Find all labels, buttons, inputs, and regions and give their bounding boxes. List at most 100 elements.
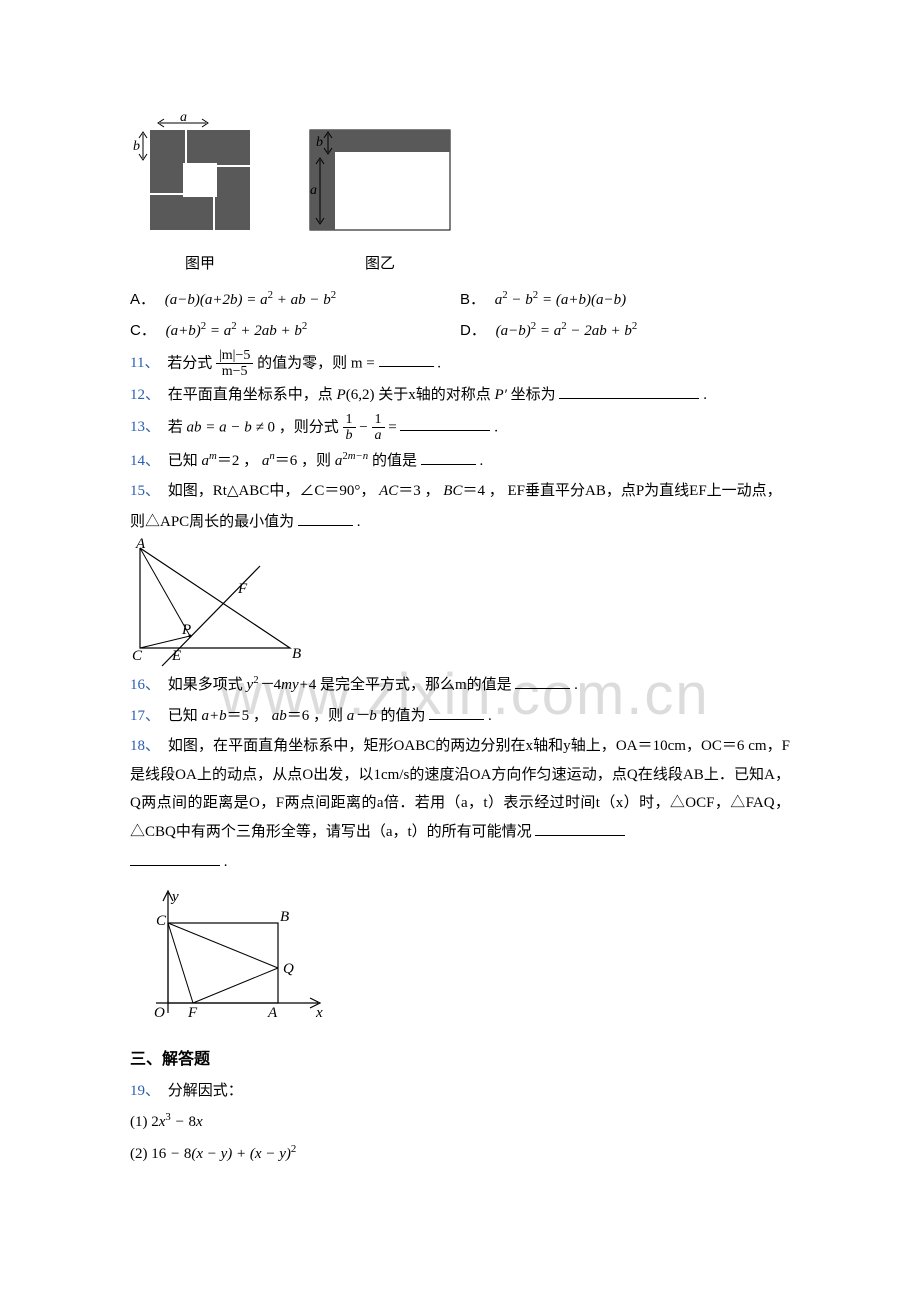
q13-eq: ab = a − b ≠ 0	[187, 419, 275, 435]
q14-p1: am＝2	[202, 453, 240, 469]
q15-tail: .	[357, 514, 361, 530]
q15-blank	[298, 509, 353, 526]
opt-d-math: (a−b)2 = a2 − 2ab + b2	[496, 323, 638, 339]
q11-post: 的值为零，则 m =	[257, 355, 378, 371]
opt-c-label: C．	[130, 322, 156, 339]
q13-frac1: 1 b	[343, 412, 356, 444]
diagram-jia-svg: a b	[130, 110, 270, 250]
q11-frac: |m|−5 m−5	[216, 348, 253, 380]
q13-f1n: 1	[343, 412, 356, 428]
q12: 12、 在平面直角坐标系中，点 P(6,2) 关于x轴的对称点 P′ 坐标为 .	[130, 381, 790, 410]
q18-num: 18、	[130, 738, 160, 754]
q14-p2: an＝6	[262, 453, 297, 469]
q15-l1a: 如图，Rt△ABC中，∠C＝90°，	[168, 483, 376, 499]
q16-expr: y2－4my+4	[247, 677, 317, 693]
q12-num: 12、	[130, 387, 160, 403]
q18b: .	[130, 848, 790, 877]
q15: 15、 如图，Rt△ABC中，∠C＝90°， AC＝3 ， BC＝4 ， EF垂…	[130, 477, 790, 506]
svg-text:F: F	[237, 581, 248, 597]
opt-a-label: A．	[130, 291, 155, 308]
q13-t3: =	[388, 419, 400, 435]
q13-f2d: a	[372, 428, 385, 443]
svg-text:x: x	[315, 1005, 323, 1021]
svg-text:A: A	[267, 1005, 278, 1021]
svg-text:B: B	[292, 646, 301, 662]
svg-text:B: B	[280, 909, 289, 925]
svg-text:E: E	[171, 648, 181, 664]
q16-num: 16、	[130, 677, 160, 693]
svg-text:C: C	[132, 648, 143, 664]
q14-blank	[421, 448, 476, 465]
q14-t2: ，则	[301, 453, 331, 469]
q16-tail: .	[574, 677, 578, 693]
q10-row1: A． (a−b)(a+2b) = a2 + ab − b2 B． a2 − b2…	[130, 285, 790, 315]
q12-pp: P′	[494, 387, 506, 403]
q15-bc: BC＝4	[443, 483, 485, 499]
section-3-title: 三、解答题	[130, 1045, 790, 1075]
q19-p2-label: (2)	[130, 1146, 151, 1162]
svg-text:a: a	[310, 183, 317, 198]
q13-f1d: b	[343, 428, 356, 443]
opt-b-label: B．	[460, 291, 485, 308]
svg-text:b: b	[133, 139, 140, 154]
q11-tail: .	[437, 355, 441, 371]
q14-p3: a2m−n	[335, 453, 368, 469]
q18-tail: .	[224, 854, 228, 870]
q17-t3: 的值为	[380, 708, 429, 724]
q16-blank	[515, 673, 570, 690]
svg-text:b: b	[316, 135, 323, 150]
q15-s1: ，	[425, 483, 440, 499]
q13-t1: 若	[168, 419, 187, 435]
q17-p3: a－b	[347, 708, 377, 724]
q15-l1b: EF垂直平分AB，点P为直线EF上一动点，	[507, 483, 781, 499]
q18: 18、 如图，在平面直角坐标系中，矩形OABC的两边分别在x轴和y轴上，OA＝1…	[130, 732, 790, 846]
q18-text: 如图，在平面直角坐标系中，矩形OABC的两边分别在x轴和y轴上，OA＝10cm，…	[130, 738, 790, 840]
q13-num: 13、	[130, 419, 160, 435]
q19-title: 分解因式：	[168, 1083, 243, 1099]
q14-t1: 已知	[168, 453, 198, 469]
diagram-yi-svg: b a	[300, 110, 460, 250]
svg-text:F: F	[187, 1005, 198, 1021]
svg-text:O: O	[154, 1005, 165, 1021]
q12-blank	[559, 383, 699, 400]
diagram-triangle: A C B F E P	[130, 538, 330, 668]
q17: 17、 已知 a+b＝5 ， ab＝6 ，则 a－b 的值为 .	[130, 702, 790, 731]
q14-t3: 的值是	[372, 453, 421, 469]
q13: 13、 若 ab = a − b ≠ 0 ，则分式 1 b − 1 a = .	[130, 412, 790, 444]
q17-p2: ab＝6	[272, 708, 310, 724]
q15-ac: AC＝3	[379, 483, 421, 499]
q11-frac-num: |m|−5	[216, 348, 253, 364]
opt-b-math: a2 − b2 = (a+b)(a−b)	[495, 292, 626, 308]
svg-text:C: C	[156, 913, 167, 929]
opt-d-label: D．	[460, 322, 486, 339]
q15-num: 15、	[130, 483, 160, 499]
svg-text:Q: Q	[283, 961, 294, 977]
q17-p1: a+b＝5	[202, 708, 250, 724]
q11: 11、 若分式 |m|−5 m−5 的值为零，则 m = .	[130, 348, 790, 380]
svg-text:A: A	[135, 538, 146, 552]
q18-blank1	[535, 819, 625, 836]
q11-pre: 若分式	[167, 355, 212, 371]
q19-p1: 2x3 − 8x	[151, 1114, 202, 1130]
q11-num: 11、	[130, 355, 159, 371]
q15b: 则△APC周长的最小值为 .	[130, 508, 790, 537]
svg-text:a: a	[180, 110, 187, 125]
q16-t1: 如果多项式	[168, 677, 243, 693]
q14-sep: ，	[243, 453, 258, 469]
svg-text:y: y	[170, 889, 179, 905]
q12-t3: 坐标为	[511, 387, 556, 403]
q17-t2: ，则	[313, 708, 343, 724]
q16: 16、 如果多项式 y2－4my+4 是完全平方式，那么m的值是 .	[130, 670, 790, 700]
q13-tail: .	[494, 419, 498, 435]
q19-p1-label: (1)	[130, 1114, 151, 1130]
q14-tail: .	[479, 453, 483, 469]
diagram-rect: y x O C B Q A F	[138, 883, 328, 1033]
q19: 19、 分解因式：	[130, 1077, 790, 1106]
q17-blank	[429, 703, 484, 720]
q10-row2: C． (a+b)2 = a2 + 2ab + b2 D． (a−b)2 = a2…	[130, 316, 790, 346]
q19-2: (2) 16 − 8(x − y) + (x − y)2	[130, 1139, 790, 1169]
q15-s2: ，	[489, 483, 504, 499]
q11-frac-den: m−5	[216, 364, 253, 379]
q17-tail: .	[488, 708, 492, 724]
q19-num: 19、	[130, 1083, 160, 1099]
